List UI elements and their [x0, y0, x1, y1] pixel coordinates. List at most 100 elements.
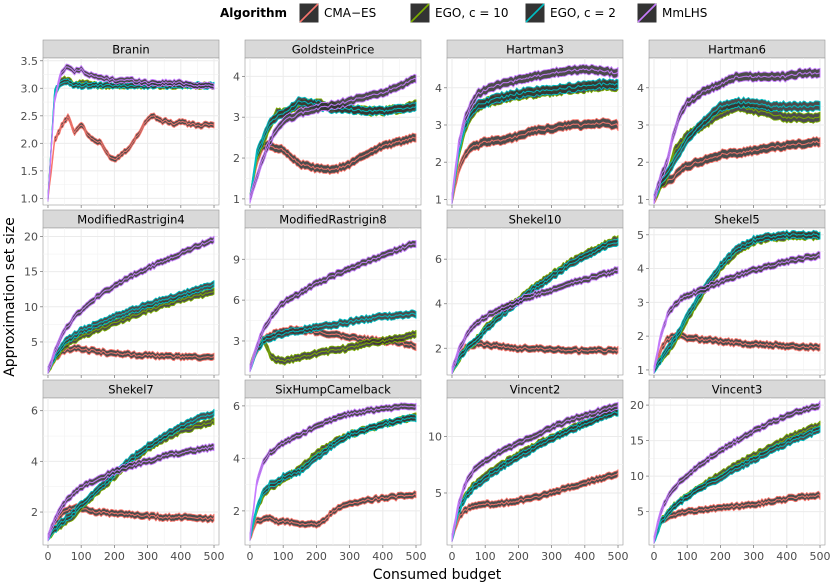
x-tick-label: 300 — [137, 550, 158, 563]
x-axis — [654, 205, 820, 208]
facet-title: ModifiedRastrigin8 — [279, 213, 386, 227]
y-tick-label: 2.0 — [21, 137, 39, 150]
legend-label: CMA−ES — [324, 6, 376, 20]
facet-panels: Branin1.01.52.02.53.03.5GoldsteinPrice12… — [21, 40, 830, 563]
y-tick-label: 5 — [637, 229, 644, 242]
y-tick-label: 2 — [637, 330, 644, 343]
y-tick-label: 1 — [637, 193, 644, 206]
y-tick-label: 4 — [435, 82, 442, 95]
y-axis: 1 2 3 4 — [435, 82, 447, 207]
facet-title: GoldsteinPrice — [292, 43, 375, 57]
y-tick-label: 3 — [233, 111, 240, 124]
y-tick-label: 10 — [630, 470, 644, 483]
x-axis: 0 100 200 300 400 500 — [246, 545, 426, 563]
y-tick-label: 3 — [637, 119, 644, 132]
x-tick-label: 300 — [339, 550, 360, 563]
y-tick-label: 20 — [630, 399, 644, 412]
y-tick-label: 4 — [435, 298, 442, 311]
legend-item-cma: CMA−ES — [299, 3, 376, 23]
facet-title: SixHumpCamelback — [275, 383, 391, 397]
x-tick-label: 400 — [170, 550, 191, 563]
legend-label: EGO, c = 2 — [550, 6, 616, 20]
y-tick-label: 9 — [233, 253, 240, 266]
y-tick-label: 4 — [637, 82, 644, 95]
y-tick-label: 1 — [435, 193, 442, 206]
panel-shekel10: Shekel10 2 4 6 — [435, 210, 623, 378]
y-tick-label: 3 — [435, 119, 442, 132]
y-tick-label: 6 — [31, 405, 38, 418]
y-tick-label: 10 — [428, 430, 442, 443]
x-tick-label: 400 — [372, 550, 393, 563]
y-tick-label: 5 — [435, 487, 442, 500]
x-tick-label: 100 — [677, 550, 698, 563]
y-tick-label: 2 — [435, 342, 442, 355]
x-tick-label: 300 — [541, 550, 562, 563]
facet-title: Vincent2 — [510, 383, 561, 397]
x-axis — [250, 205, 416, 208]
x-axis — [48, 375, 214, 378]
facet-title: Vincent3 — [712, 383, 763, 397]
y-tick-label: 1 — [233, 193, 240, 206]
facet-title: Hartman3 — [506, 43, 564, 57]
y-tick-label: 3.5 — [21, 55, 39, 68]
x-tick-label: 0 — [650, 550, 657, 563]
y-tick-label: 20 — [24, 230, 38, 243]
y-tick-label: 6 — [233, 294, 240, 307]
x-tick-label: 500 — [204, 550, 225, 563]
x-tick-label: 100 — [475, 550, 496, 563]
legend-label: MmLHS — [662, 6, 707, 20]
y-tick-label: 3.0 — [21, 82, 39, 95]
y-tick-label: 5 — [31, 336, 38, 349]
x-tick-label: 100 — [273, 550, 294, 563]
legend-item-ego10: EGO, c = 10 — [410, 3, 509, 23]
y-tick-label: 15 — [24, 266, 38, 279]
facet-title: Shekel5 — [714, 213, 760, 227]
y-tick-label: 4 — [637, 263, 644, 276]
panel-shekel5: Shekel5 1 2 3 4 5 — [637, 210, 825, 378]
legend-item-mmlhs: MmLHS — [637, 3, 707, 23]
facet-title: Hartman6 — [708, 43, 766, 57]
facet-title: ModifiedRastrigin4 — [77, 213, 184, 227]
y-axis: 1 2 3 4 5 — [637, 229, 649, 377]
panel-modifiedrastrigin8: ModifiedRastrigin8 3 6 9 — [233, 210, 421, 378]
y-axis: 3 6 9 — [233, 253, 245, 348]
x-tick-label: 200 — [710, 550, 731, 563]
y-axis: 1 2 3 4 — [233, 70, 245, 206]
x-tick-label: 100 — [71, 550, 92, 563]
x-tick-label: 500 — [406, 550, 427, 563]
y-tick-label: 3 — [637, 296, 644, 309]
facet-title: Shekel10 — [509, 213, 562, 227]
y-tick-label: 1.0 — [21, 192, 39, 205]
panel-sixhumpcamelback: SixHumpCamelback 246 0 100 200 300 400 500 — [233, 380, 427, 563]
y-tick-label: 1.5 — [21, 165, 39, 178]
x-tick-label: 0 — [246, 550, 253, 563]
y-tick-label: 2 — [435, 156, 442, 169]
x-axis — [452, 375, 618, 378]
x-tick-label: 0 — [448, 550, 455, 563]
y-tick-label: 1 — [637, 364, 644, 377]
x-tick-label: 500 — [608, 550, 629, 563]
x-axis-title: Consumed budget — [373, 567, 502, 583]
y-axis: 246 — [233, 400, 245, 518]
y-tick-label: 4 — [233, 452, 240, 465]
y-tick-label: 6 — [435, 253, 442, 266]
y-tick-label: 3 — [233, 335, 240, 348]
y-tick-label: 2 — [233, 152, 240, 165]
facet-title: Shekel7 — [108, 383, 154, 397]
x-axis — [48, 205, 214, 208]
y-tick-label: 4 — [233, 70, 240, 83]
x-tick-label: 200 — [306, 550, 327, 563]
